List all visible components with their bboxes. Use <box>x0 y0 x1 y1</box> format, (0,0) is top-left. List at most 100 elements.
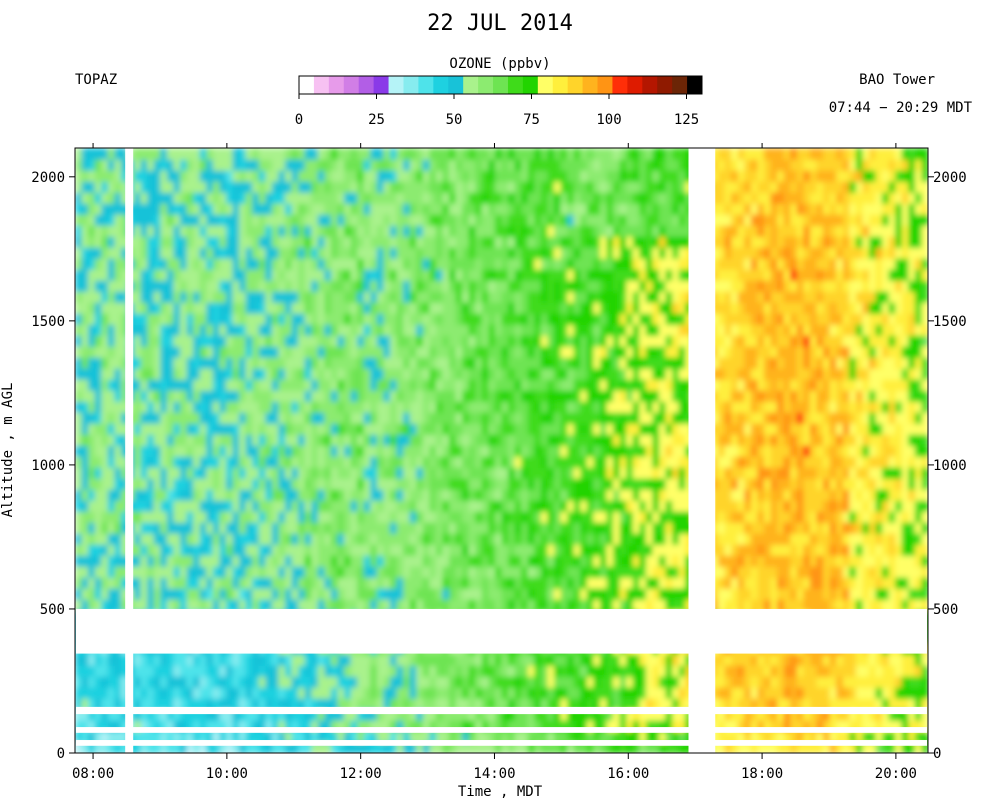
ozone-cell <box>108 434 115 446</box>
ozone-cell <box>383 302 390 314</box>
ozone-cell <box>515 566 522 578</box>
ozone-cell <box>226 225 233 237</box>
ozone-cell <box>305 577 312 589</box>
ozone-cell <box>462 533 469 545</box>
ozone-cell <box>442 676 449 688</box>
ozone-cell <box>495 654 502 666</box>
ozone-cell <box>95 335 102 347</box>
ozone-cell <box>318 533 325 545</box>
ozone-cell <box>403 500 410 512</box>
ozone-cell <box>134 412 141 424</box>
ozone-cell <box>423 313 430 325</box>
ozone-cell <box>101 280 108 292</box>
ozone-cell <box>554 379 561 391</box>
ozone-cell <box>390 555 397 567</box>
ozone-cell <box>298 401 305 413</box>
ozone-cell <box>567 291 574 303</box>
ozone-cell <box>344 192 351 204</box>
ozone-cell <box>541 544 548 556</box>
ozone-cell <box>298 478 305 490</box>
ozone-cell <box>82 489 89 501</box>
ozone-cell <box>626 445 633 457</box>
ozone-cell <box>364 654 371 666</box>
ozone-cell <box>160 533 167 545</box>
ozone-cell <box>259 203 266 215</box>
ozone-cell <box>449 467 456 479</box>
ozone-cell <box>580 423 587 435</box>
ozone-cell <box>82 401 89 413</box>
ozone-cell <box>482 346 489 358</box>
ozone-cell <box>101 159 108 171</box>
ozone-cell <box>429 247 436 259</box>
ozone-cell <box>436 379 443 391</box>
ozone-cell <box>252 467 259 479</box>
ozone-cell <box>600 291 607 303</box>
ozone-cell <box>554 566 561 578</box>
ozone-cell <box>488 357 495 369</box>
ozone-cell <box>357 291 364 303</box>
ozone-cell <box>213 533 220 545</box>
ozone-cell <box>226 236 233 248</box>
ozone-cell <box>436 390 443 402</box>
ozone-cell <box>580 214 587 226</box>
ozone-cell <box>397 687 404 699</box>
ozone-cell <box>528 148 535 160</box>
ozone-cell <box>600 588 607 600</box>
ozone-cell <box>285 236 292 248</box>
ozone-cell <box>147 170 154 182</box>
ozone-cell <box>416 456 423 468</box>
ozone-cell <box>580 247 587 259</box>
ozone-cell <box>114 291 121 303</box>
ozone-cell <box>423 269 430 281</box>
ozone-cell <box>357 489 364 501</box>
ozone-cell <box>259 665 266 677</box>
ozone-cell <box>160 390 167 402</box>
ozone-cell <box>337 555 344 567</box>
ozone-cell <box>285 456 292 468</box>
ozone-cell <box>108 544 115 556</box>
ozone-cell <box>547 478 554 490</box>
ozone-cell <box>298 203 305 215</box>
ozone-cell <box>633 357 640 369</box>
ozone-cell <box>232 203 239 215</box>
ozone-cell <box>305 522 312 534</box>
ozone-cell <box>219 236 226 248</box>
ozone-cell <box>200 181 207 193</box>
ozone-cell <box>219 247 226 259</box>
ozone-cell <box>541 665 548 677</box>
ozone-cell <box>436 225 443 237</box>
ozone-cell <box>547 412 554 424</box>
ozone-cell <box>331 214 338 226</box>
ozone-cell <box>331 313 338 325</box>
ozone-cell <box>547 511 554 523</box>
ozone-cell <box>265 390 272 402</box>
ozone-cell <box>456 445 463 457</box>
ozone-cell <box>357 588 364 600</box>
ozone-cell <box>344 313 351 325</box>
ozone-cell <box>561 203 568 215</box>
ozone-cell <box>613 214 620 226</box>
ozone-cell <box>383 665 390 677</box>
ozone-cell <box>187 401 194 413</box>
ozone-cell <box>502 434 509 446</box>
ozone-cell <box>318 676 325 688</box>
ozone-cell <box>232 357 239 369</box>
ozone-cell <box>298 280 305 292</box>
ozone-cell <box>508 588 515 600</box>
ozone-cell <box>226 434 233 446</box>
ozone-cell <box>528 313 535 325</box>
ozone-cell <box>173 313 180 325</box>
ozone-cell <box>246 500 253 512</box>
ozone-cell <box>482 423 489 435</box>
ozone-cell <box>567 434 574 446</box>
ozone-cell <box>298 357 305 369</box>
ozone-cell <box>449 170 456 182</box>
ozone-cell <box>541 588 548 600</box>
ozone-cell <box>383 687 390 699</box>
ozone-cell <box>600 203 607 215</box>
ozone-cell <box>134 357 141 369</box>
ozone-cell <box>134 302 141 314</box>
ozone-cell <box>554 588 561 600</box>
ozone-cell <box>488 434 495 446</box>
ozone-cell <box>114 313 121 325</box>
